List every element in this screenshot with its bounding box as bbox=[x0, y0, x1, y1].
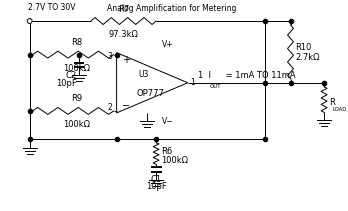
Text: R7: R7 bbox=[118, 5, 129, 14]
Text: Analog Amplification for Metering: Analog Amplification for Metering bbox=[107, 4, 237, 13]
Text: 100kΩ: 100kΩ bbox=[64, 120, 90, 129]
Text: +: + bbox=[121, 55, 129, 65]
Text: 2.7V TO 30V: 2.7V TO 30V bbox=[28, 3, 75, 12]
Text: 97.3kΩ: 97.3kΩ bbox=[109, 30, 139, 39]
Text: V−: V− bbox=[162, 117, 174, 126]
Text: 10pF: 10pF bbox=[56, 79, 77, 88]
Text: R: R bbox=[329, 98, 335, 107]
Text: LOAD: LOAD bbox=[332, 107, 346, 112]
Text: U3: U3 bbox=[139, 70, 149, 79]
Text: R6: R6 bbox=[161, 147, 172, 156]
Text: −: − bbox=[121, 101, 130, 111]
Text: 100kΩ: 100kΩ bbox=[64, 64, 90, 73]
Text: C2: C2 bbox=[66, 71, 77, 80]
Text: R9: R9 bbox=[71, 94, 82, 103]
Text: R8: R8 bbox=[71, 38, 83, 47]
Text: 2.7kΩ: 2.7kΩ bbox=[295, 53, 320, 62]
Text: V+: V+ bbox=[162, 40, 174, 49]
Text: 3: 3 bbox=[108, 52, 113, 61]
Circle shape bbox=[27, 19, 32, 23]
Text: 1  I: 1 I bbox=[198, 71, 211, 80]
Text: 2: 2 bbox=[108, 103, 113, 112]
Text: = 1mA TO 11mA: = 1mA TO 11mA bbox=[223, 71, 296, 80]
Text: 1: 1 bbox=[190, 78, 195, 87]
Text: 100kΩ: 100kΩ bbox=[161, 156, 188, 165]
Text: R10: R10 bbox=[295, 43, 312, 53]
Text: 10pF: 10pF bbox=[146, 182, 166, 191]
Text: OP777: OP777 bbox=[136, 89, 164, 98]
Text: OUT: OUT bbox=[209, 84, 221, 89]
Text: C1: C1 bbox=[151, 175, 162, 184]
